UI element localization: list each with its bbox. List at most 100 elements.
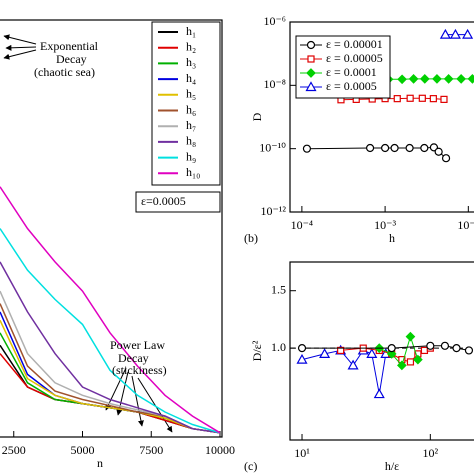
legend-label: ε = 0.00005 (326, 51, 383, 65)
marker (464, 346, 474, 355)
y-axis-label: D (250, 112, 264, 121)
legend-label: ε = 0.00001 (326, 37, 383, 51)
y-tick-label: 10⁻⁸ (263, 77, 286, 91)
legend-label: h₈ (186, 134, 196, 148)
panel: 10⁻⁴ 10⁻³ 10⁻² 10⁻¹² 10⁻¹⁰ 10⁻⁸ 10⁻⁶ h D (b) ε = 0… (244, 14, 474, 245)
marker (432, 74, 442, 84)
marker (387, 344, 396, 353)
legend-label: h₃ (186, 55, 196, 69)
panel-label: (c) (244, 459, 257, 473)
legend-label: h₆ (186, 102, 196, 116)
marker (397, 360, 407, 371)
marker (297, 344, 307, 353)
marker (443, 74, 454, 84)
marker (405, 143, 414, 153)
annotation: Power Law (110, 338, 165, 352)
marker (365, 143, 375, 153)
x-axis-label: n (97, 456, 103, 470)
marker (305, 81, 317, 92)
annotation: (stickiness) (112, 363, 167, 377)
y-tick-label: 1.5 (271, 282, 286, 296)
marker (397, 74, 407, 85)
marker (426, 341, 435, 350)
marker (449, 28, 461, 39)
x-tick-label: 10¹ (294, 446, 310, 460)
marker (467, 74, 474, 84)
panel: 10¹ 10² 1.0 1.5 h/ε D/ε² (c) (244, 261, 474, 473)
y-tick-label: 10⁻⁶ (263, 14, 286, 28)
plot-frame (289, 21, 474, 213)
x-tick-label: 10⁻² (457, 218, 474, 232)
annotation-box (135, 191, 221, 213)
marker (429, 95, 437, 103)
x-tick-label: 10⁻⁴ (291, 218, 314, 232)
legend-label: h₇ (186, 118, 196, 132)
marker (420, 346, 429, 355)
marker (390, 143, 399, 153)
marker (380, 143, 390, 153)
annotation: Decay (56, 52, 87, 66)
marker (366, 348, 378, 358)
legend-label: h₄ (186, 71, 196, 85)
marker (441, 154, 451, 163)
marker (307, 55, 315, 63)
marker (419, 74, 430, 84)
marker (420, 143, 429, 153)
marker (405, 331, 416, 342)
annotation: Decay (118, 351, 149, 365)
marker (306, 68, 316, 78)
exp-arrows (3, 34, 37, 60)
legend-label: h₂ (186, 39, 196, 53)
x-tick-label: 10⁻³ (374, 218, 396, 232)
annotation: Exponential (40, 39, 99, 53)
series-line (0, 261, 220, 434)
y-tick-label: 1.0 (271, 340, 286, 354)
marker (302, 144, 312, 153)
marker (373, 388, 385, 399)
legend-label: h₅ (186, 87, 196, 101)
marker (406, 94, 414, 102)
legend-label: ε = 0.0001 (326, 65, 377, 79)
annotation: (chaotic sea) (34, 65, 95, 79)
plot-frame (289, 261, 474, 441)
marker (440, 341, 450, 350)
y-tick-label: 10⁻¹⁰ (259, 140, 286, 154)
legend-label: h₁ (186, 24, 196, 38)
marker (418, 94, 426, 102)
marker (408, 74, 419, 84)
x-tick-label: 10000 (205, 443, 235, 457)
marker (440, 95, 448, 103)
marker (452, 344, 461, 353)
marker (337, 346, 345, 355)
x-tick-label: 7500 (139, 443, 163, 457)
plot-area (0, 186, 220, 434)
marker (306, 40, 316, 50)
marker (439, 28, 451, 39)
x-axis-label: h/ε (385, 459, 399, 473)
marker (393, 95, 401, 103)
marker (456, 74, 467, 84)
series-line (0, 228, 220, 434)
plot-frame (0, 19, 223, 438)
marker (406, 358, 415, 366)
marker (347, 359, 359, 370)
marker (386, 349, 397, 359)
x-axis-label: h (389, 231, 395, 245)
x-tick-label: 2500 (2, 443, 26, 457)
series-line (0, 186, 220, 434)
marker (413, 354, 423, 365)
plot-area (296, 331, 474, 399)
annotation: ε=0.0005 (141, 194, 186, 208)
x-tick-label: 10² (423, 446, 439, 460)
marker (462, 28, 474, 39)
legend-label: h₉ (186, 149, 196, 163)
legend-label: h₁₀ (186, 165, 200, 179)
y-tick-label: 10⁻¹² (260, 204, 286, 218)
marker (434, 147, 443, 156)
legend-label: ε = 0.0005 (326, 79, 377, 93)
panel-label: (b) (244, 231, 258, 245)
y-axis-label: D/ε² (250, 340, 264, 361)
marker (319, 348, 331, 358)
